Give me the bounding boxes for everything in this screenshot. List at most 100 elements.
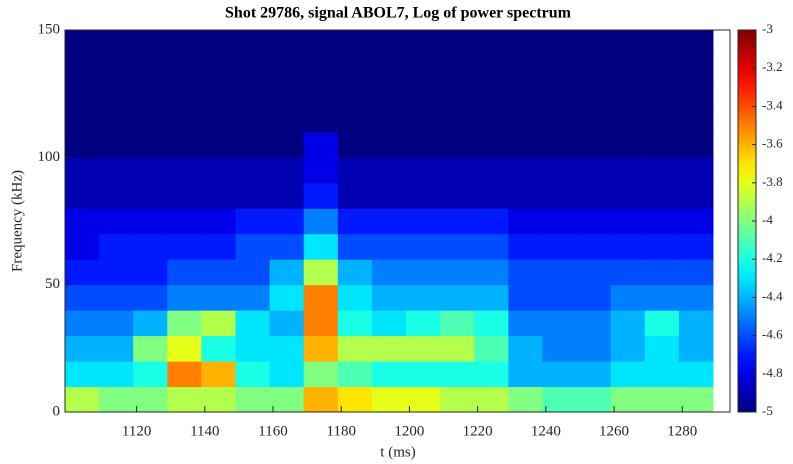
heatmap-cell xyxy=(235,157,271,184)
heatmap-cell xyxy=(167,80,202,107)
heatmap-cell xyxy=(644,182,680,209)
heatmap-cell xyxy=(474,284,509,311)
heatmap-cell xyxy=(508,80,543,107)
heatmap-cell xyxy=(303,182,339,209)
heatmap-cell xyxy=(474,157,509,184)
heatmap-cell xyxy=(235,335,271,362)
colorbar-tick-label: -4.8 xyxy=(762,365,783,380)
heatmap-cell xyxy=(269,55,305,82)
heatmap-cell xyxy=(65,157,100,184)
heatmap-cell xyxy=(508,386,543,413)
x-tick-label: 1140 xyxy=(190,423,219,439)
heatmap-cell xyxy=(576,284,612,311)
heatmap-cell xyxy=(269,208,305,235)
heatmap-cell xyxy=(133,30,168,56)
heatmap-cell xyxy=(167,55,202,82)
heatmap-cell xyxy=(474,208,509,235)
heatmap-cell xyxy=(337,386,373,413)
heatmap-cell xyxy=(610,106,646,133)
heatmap-cell xyxy=(269,259,305,286)
heatmap-cell xyxy=(371,284,407,311)
heatmap-cell xyxy=(371,55,407,82)
heatmap-cell xyxy=(542,182,578,209)
heatmap-cell xyxy=(337,208,373,235)
heatmap-cell xyxy=(65,30,100,56)
heatmap-cell xyxy=(678,310,714,337)
heatmap-cell xyxy=(576,157,612,184)
heatmap-cell xyxy=(133,182,168,209)
heatmap-cell xyxy=(508,30,543,56)
heatmap-cell xyxy=(303,386,339,413)
heatmap-cell xyxy=(235,233,271,260)
heatmap-cell xyxy=(371,157,407,184)
heatmap-cell xyxy=(99,208,134,235)
heatmap-cell xyxy=(474,310,509,337)
heatmap-cell xyxy=(303,208,339,235)
heatmap-cell xyxy=(542,55,578,82)
heatmap-cell xyxy=(303,131,339,158)
colorbar-tick-label: -4.2 xyxy=(762,250,783,265)
heatmap-cell xyxy=(371,233,407,260)
heatmap-cell xyxy=(99,361,134,388)
heatmap-cell xyxy=(133,131,168,158)
heatmap-cell xyxy=(269,335,305,362)
heatmap-cell xyxy=(167,386,202,413)
heatmap-cell xyxy=(133,361,168,388)
heatmap-cell xyxy=(269,182,305,209)
heatmap-cell xyxy=(133,284,168,311)
heatmap-cell xyxy=(201,208,237,235)
heatmap-cell xyxy=(406,259,441,286)
heatmap-cell xyxy=(542,335,578,362)
heatmap-cell xyxy=(167,131,202,158)
heatmap-cell xyxy=(133,259,168,286)
heatmap-cell xyxy=(167,208,202,235)
heatmap-cell xyxy=(337,182,373,209)
heatmap-cell xyxy=(99,284,134,311)
colorbar-tick-label: -3 xyxy=(762,21,773,36)
heatmap-cell xyxy=(167,106,202,133)
heatmap-cell xyxy=(508,310,543,337)
heatmap-cell xyxy=(303,361,339,388)
heatmap-cell xyxy=(133,310,168,337)
heatmap-cell xyxy=(235,55,271,82)
heatmap-cell xyxy=(644,259,680,286)
heatmap-cell xyxy=(678,157,714,184)
x-tick-label: 1120 xyxy=(122,423,151,439)
x-tick-label: 1260 xyxy=(599,423,629,439)
heatmap-cell xyxy=(235,106,271,133)
heatmap-cell xyxy=(474,233,509,260)
heatmap-cell xyxy=(337,233,373,260)
heatmap-cell xyxy=(610,361,646,388)
heatmap-cell xyxy=(167,182,202,209)
heatmap-cell xyxy=(508,361,543,388)
heatmap-cell xyxy=(337,131,373,158)
heatmap-cell xyxy=(65,335,100,362)
heatmap-cell xyxy=(508,55,543,82)
heatmap-cell xyxy=(337,106,373,133)
heatmap-cell xyxy=(371,182,407,209)
heatmap-cell xyxy=(542,106,578,133)
heatmap-cell xyxy=(508,335,543,362)
heatmap-cell xyxy=(440,182,475,209)
heatmap-cell xyxy=(235,80,271,107)
heatmap-cell xyxy=(474,106,509,133)
heatmap-cell xyxy=(406,80,441,107)
heatmap-cell xyxy=(542,30,578,56)
heatmap-cell xyxy=(65,131,100,158)
heatmap-cell xyxy=(133,55,168,82)
colorbar-tick-label: -4 xyxy=(762,212,773,227)
colorbar-tick-label: -4.6 xyxy=(762,327,783,342)
heatmap-cell xyxy=(337,80,373,107)
heatmap-cell xyxy=(371,361,407,388)
heatmap-cell xyxy=(644,106,680,133)
heatmap-cell xyxy=(644,157,680,184)
heatmap-cell xyxy=(644,310,680,337)
heatmap-cell xyxy=(65,361,100,388)
heatmap-cell xyxy=(406,284,441,311)
heatmap-cell xyxy=(678,30,714,56)
heatmap-cell xyxy=(65,80,100,107)
heatmap-cell xyxy=(303,310,339,337)
heatmap-cell xyxy=(65,284,100,311)
heatmap-cell xyxy=(440,208,475,235)
heatmap-cell xyxy=(678,182,714,209)
